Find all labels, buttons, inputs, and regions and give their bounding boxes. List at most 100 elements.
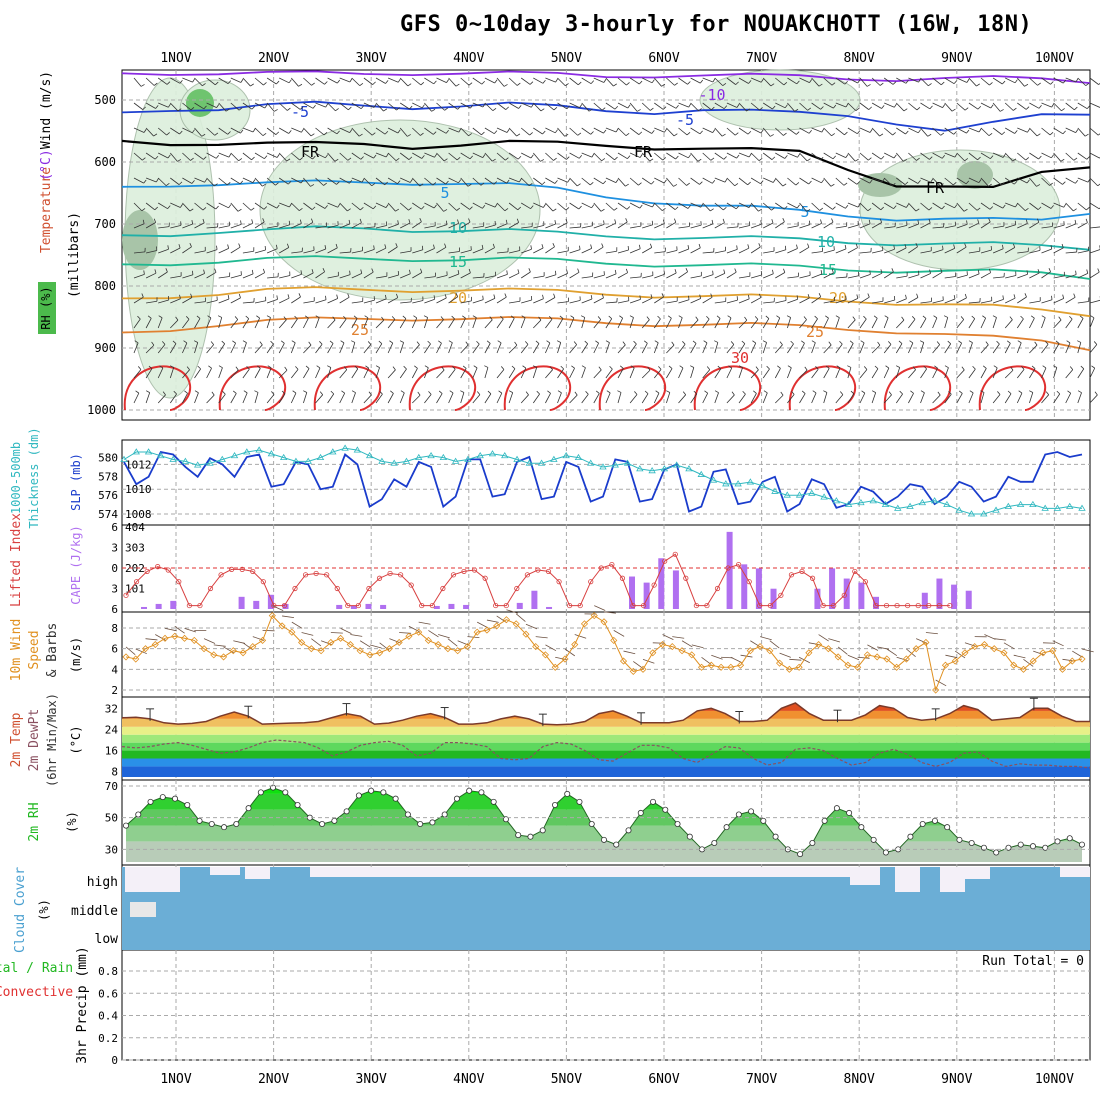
wind-barb bbox=[807, 294, 810, 299]
wind-barb bbox=[1038, 104, 1042, 109]
wind-barb bbox=[883, 177, 893, 186]
wind-barb bbox=[242, 273, 254, 279]
wind-barb bbox=[266, 127, 277, 135]
wind-barb bbox=[383, 108, 388, 112]
wind-barb bbox=[133, 342, 139, 354]
wind-barb bbox=[424, 127, 434, 135]
wind-barb bbox=[1041, 102, 1052, 108]
wind-barb bbox=[787, 202, 798, 209]
wind-barb bbox=[1062, 79, 1067, 84]
lifted-marker bbox=[672, 551, 678, 557]
wind-barb bbox=[883, 202, 894, 210]
wind-barb bbox=[726, 394, 735, 404]
wind-barb bbox=[538, 316, 542, 321]
wind-barb bbox=[218, 202, 229, 209]
wind-barb bbox=[347, 208, 351, 212]
wind-barb bbox=[799, 102, 808, 111]
wind-barb bbox=[857, 203, 861, 208]
wind-barb bbox=[448, 273, 460, 279]
wind-barb bbox=[300, 179, 304, 184]
hot-contour bbox=[313, 365, 382, 411]
wind-barb bbox=[238, 243, 241, 248]
wind-barb bbox=[673, 133, 678, 137]
wind-barb bbox=[542, 79, 546, 84]
wind-barb bbox=[641, 393, 649, 404]
wind-barb bbox=[605, 250, 617, 254]
wind-barb bbox=[823, 272, 834, 279]
isotherm-line bbox=[121, 139, 1091, 189]
wind-barb bbox=[893, 205, 897, 209]
thickness-marker bbox=[1004, 502, 1013, 509]
wind-barb bbox=[190, 157, 194, 161]
wind-barb bbox=[500, 366, 505, 370]
wind-barb bbox=[1017, 127, 1028, 133]
wind-barb bbox=[968, 102, 979, 110]
wind-barb bbox=[254, 102, 265, 109]
wind-barb bbox=[279, 202, 290, 208]
wind-marker bbox=[844, 661, 852, 669]
wind-barb bbox=[847, 393, 855, 404]
wind-barb bbox=[336, 181, 340, 185]
wind-barb bbox=[303, 152, 313, 160]
wind-barb bbox=[407, 83, 412, 87]
wind-barb bbox=[726, 202, 737, 210]
wind-barb bbox=[264, 104, 268, 109]
wind-barb bbox=[775, 300, 787, 304]
wind-barb bbox=[711, 106, 715, 111]
wind-barb bbox=[883, 317, 889, 329]
wind-barb bbox=[433, 295, 436, 300]
wind-barb bbox=[335, 108, 339, 112]
lifted-marker bbox=[683, 575, 689, 581]
wind-barb bbox=[654, 177, 665, 184]
wind-barb bbox=[431, 108, 436, 112]
wind-barb bbox=[845, 154, 849, 158]
wind-marker bbox=[766, 647, 774, 655]
wind-barb bbox=[1065, 393, 1072, 404]
wind-barb bbox=[315, 343, 323, 354]
wind-barb bbox=[915, 243, 918, 248]
cape-bar bbox=[531, 590, 538, 609]
wind-barb bbox=[408, 207, 412, 211]
wind-barb bbox=[511, 365, 516, 369]
wind-barb bbox=[1016, 318, 1024, 329]
wind-barb bbox=[291, 251, 303, 254]
wind-barb bbox=[968, 152, 978, 161]
lifted-marker bbox=[345, 602, 351, 609]
wind-barb bbox=[666, 390, 670, 393]
wind-barb bbox=[484, 202, 496, 208]
wind-barb bbox=[484, 102, 494, 111]
lifted-marker bbox=[398, 572, 404, 578]
wind-barb bbox=[218, 343, 226, 354]
wind-barb bbox=[1053, 177, 1063, 185]
wind-barb bbox=[723, 269, 726, 274]
wind-barb bbox=[787, 225, 799, 229]
wind-barb bbox=[814, 315, 818, 320]
lifted-marker bbox=[841, 592, 847, 598]
wind-barb bbox=[303, 177, 311, 187]
lifted-marker bbox=[218, 572, 224, 578]
wind-barb bbox=[811, 368, 819, 379]
wind-barb bbox=[424, 152, 435, 158]
wind-barb bbox=[218, 77, 229, 85]
wind-barb bbox=[699, 181, 703, 185]
wind-barb bbox=[493, 294, 496, 299]
wind-marker bbox=[697, 663, 706, 671]
rh-tick: 70 bbox=[105, 780, 118, 793]
wind-barb bbox=[1041, 315, 1046, 319]
wind-barb bbox=[1017, 251, 1029, 254]
rh-marker bbox=[723, 824, 730, 831]
wind-barb bbox=[674, 269, 677, 274]
wind-barb bbox=[173, 390, 177, 395]
wind-barb bbox=[872, 250, 883, 254]
wind-barb bbox=[347, 157, 352, 161]
cape-bar bbox=[380, 604, 387, 609]
wind-barb bbox=[762, 340, 767, 343]
lifted-marker bbox=[619, 575, 626, 581]
pressure-axis-label: (millibars) bbox=[67, 212, 82, 298]
wind-barb bbox=[799, 297, 810, 304]
wind-barb bbox=[580, 315, 585, 318]
wind-barb bbox=[703, 340, 708, 344]
rh-marker bbox=[907, 833, 914, 840]
wind-barb bbox=[581, 177, 591, 186]
wind-marker bbox=[229, 647, 237, 655]
